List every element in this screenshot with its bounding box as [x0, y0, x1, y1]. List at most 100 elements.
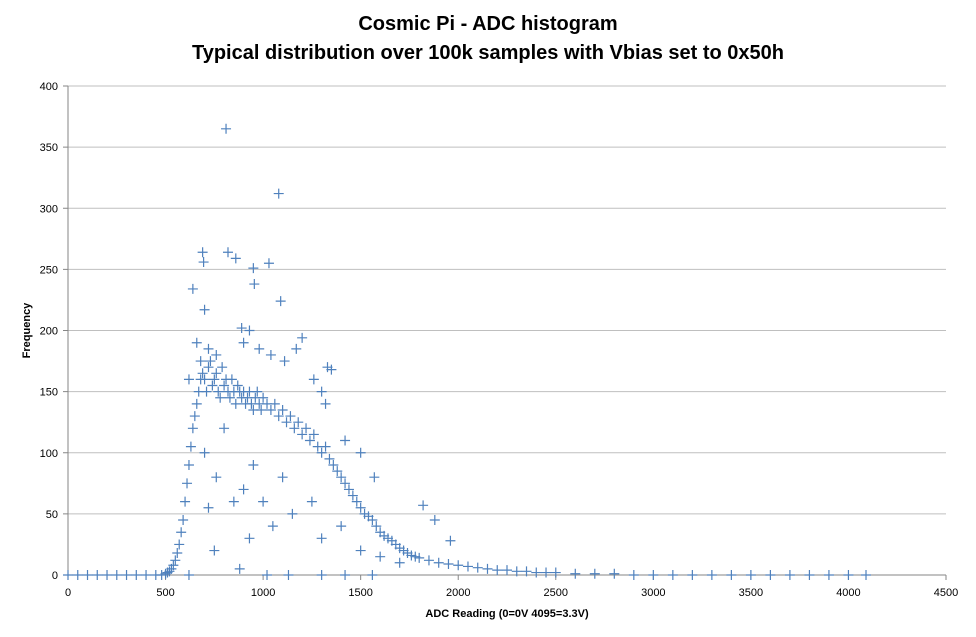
data-point: [248, 459, 259, 470]
data-point: [191, 398, 202, 409]
data-point: [207, 380, 218, 391]
data-point: [263, 258, 274, 269]
data-point: [445, 535, 456, 546]
data-point: [265, 404, 276, 415]
data-point: [252, 386, 263, 397]
data-point: [183, 459, 194, 470]
data-point: [273, 188, 284, 199]
data-point: [211, 368, 222, 379]
data-point: [217, 362, 228, 373]
data-point: [236, 323, 247, 334]
data-point: [187, 283, 198, 294]
data-point: [131, 570, 142, 580]
data-point: [199, 374, 210, 385]
y-tick-label: 400: [40, 81, 58, 93]
data-point: [205, 356, 216, 367]
data-point: [232, 380, 243, 391]
chart-subtitle: Typical distribution over 100k samples w…: [191, 42, 785, 64]
data-point: [367, 514, 378, 525]
data-point: [187, 423, 198, 434]
data-point: [287, 508, 298, 519]
data-point: [453, 560, 464, 571]
data-point: [351, 496, 362, 507]
data-point: [92, 570, 103, 580]
data-point: [861, 570, 872, 580]
data-point: [189, 411, 200, 422]
data-point: [340, 570, 351, 580]
data-point: [343, 484, 354, 495]
data-point: [244, 533, 255, 544]
data-point: [277, 404, 288, 415]
y-tick-label: 150: [40, 387, 58, 399]
data-point: [589, 568, 600, 579]
data-point: [340, 478, 351, 489]
data-point: [234, 563, 245, 574]
data-point: [492, 565, 503, 576]
data-point: [258, 496, 269, 507]
data-point: [219, 380, 230, 391]
y-tick-label: 100: [40, 448, 58, 460]
data-point: [248, 263, 259, 274]
x-tick-label: 2000: [446, 587, 470, 599]
data-point: [429, 514, 440, 525]
data-point: [371, 521, 382, 532]
data-point: [238, 337, 249, 348]
data-point: [502, 565, 512, 576]
y-tick-label: 300: [40, 203, 58, 215]
data-point: [304, 435, 315, 446]
data-point: [209, 374, 220, 385]
data-point: [706, 570, 717, 580]
data-point: [541, 567, 552, 578]
data-point: [609, 568, 620, 579]
data-point: [324, 453, 335, 464]
data-point: [472, 562, 483, 573]
data-point: [121, 570, 132, 580]
x-tick-label: 500: [156, 587, 174, 599]
x-tick-label: 0: [65, 587, 71, 599]
data-point: [316, 447, 327, 458]
data-point: [267, 521, 278, 532]
data-point: [281, 417, 292, 428]
data-point: [203, 343, 214, 354]
data-point: [230, 253, 241, 264]
data-point: [308, 429, 319, 440]
data-point: [347, 490, 358, 501]
x-tick-label: 3500: [739, 587, 763, 599]
data-point: [226, 374, 237, 385]
x-tick-label: 4500: [934, 587, 958, 599]
data-point: [369, 472, 380, 483]
data-point: [283, 570, 294, 580]
y-tick-label: 250: [40, 264, 58, 276]
data-point: [197, 247, 208, 258]
data-point: [550, 567, 561, 578]
data-point: [355, 545, 366, 556]
data-point: [355, 447, 366, 458]
data-point: [301, 423, 312, 434]
axes: [63, 85, 947, 580]
data-points: [63, 123, 872, 580]
data-point: [843, 570, 854, 580]
data-point: [174, 539, 185, 550]
data-point: [203, 362, 214, 373]
data-point: [291, 343, 302, 354]
x-tick-label: 4000: [836, 587, 860, 599]
data-point: [320, 441, 331, 452]
data-point: [320, 398, 331, 409]
data-point: [726, 570, 737, 580]
data-point: [183, 570, 194, 580]
chart-title: Cosmic Pi - ADC histogram: [358, 13, 618, 35]
data-point: [215, 392, 226, 403]
data-point: [628, 570, 639, 580]
data-point: [531, 567, 542, 578]
data-point: [443, 558, 454, 569]
data-point: [316, 533, 327, 544]
data-point: [570, 568, 581, 579]
data-point: [222, 247, 233, 258]
data-point: [367, 570, 378, 580]
data-point: [433, 557, 444, 568]
data-point: [180, 496, 191, 507]
data-point: [195, 356, 206, 367]
data-point: [265, 349, 276, 360]
